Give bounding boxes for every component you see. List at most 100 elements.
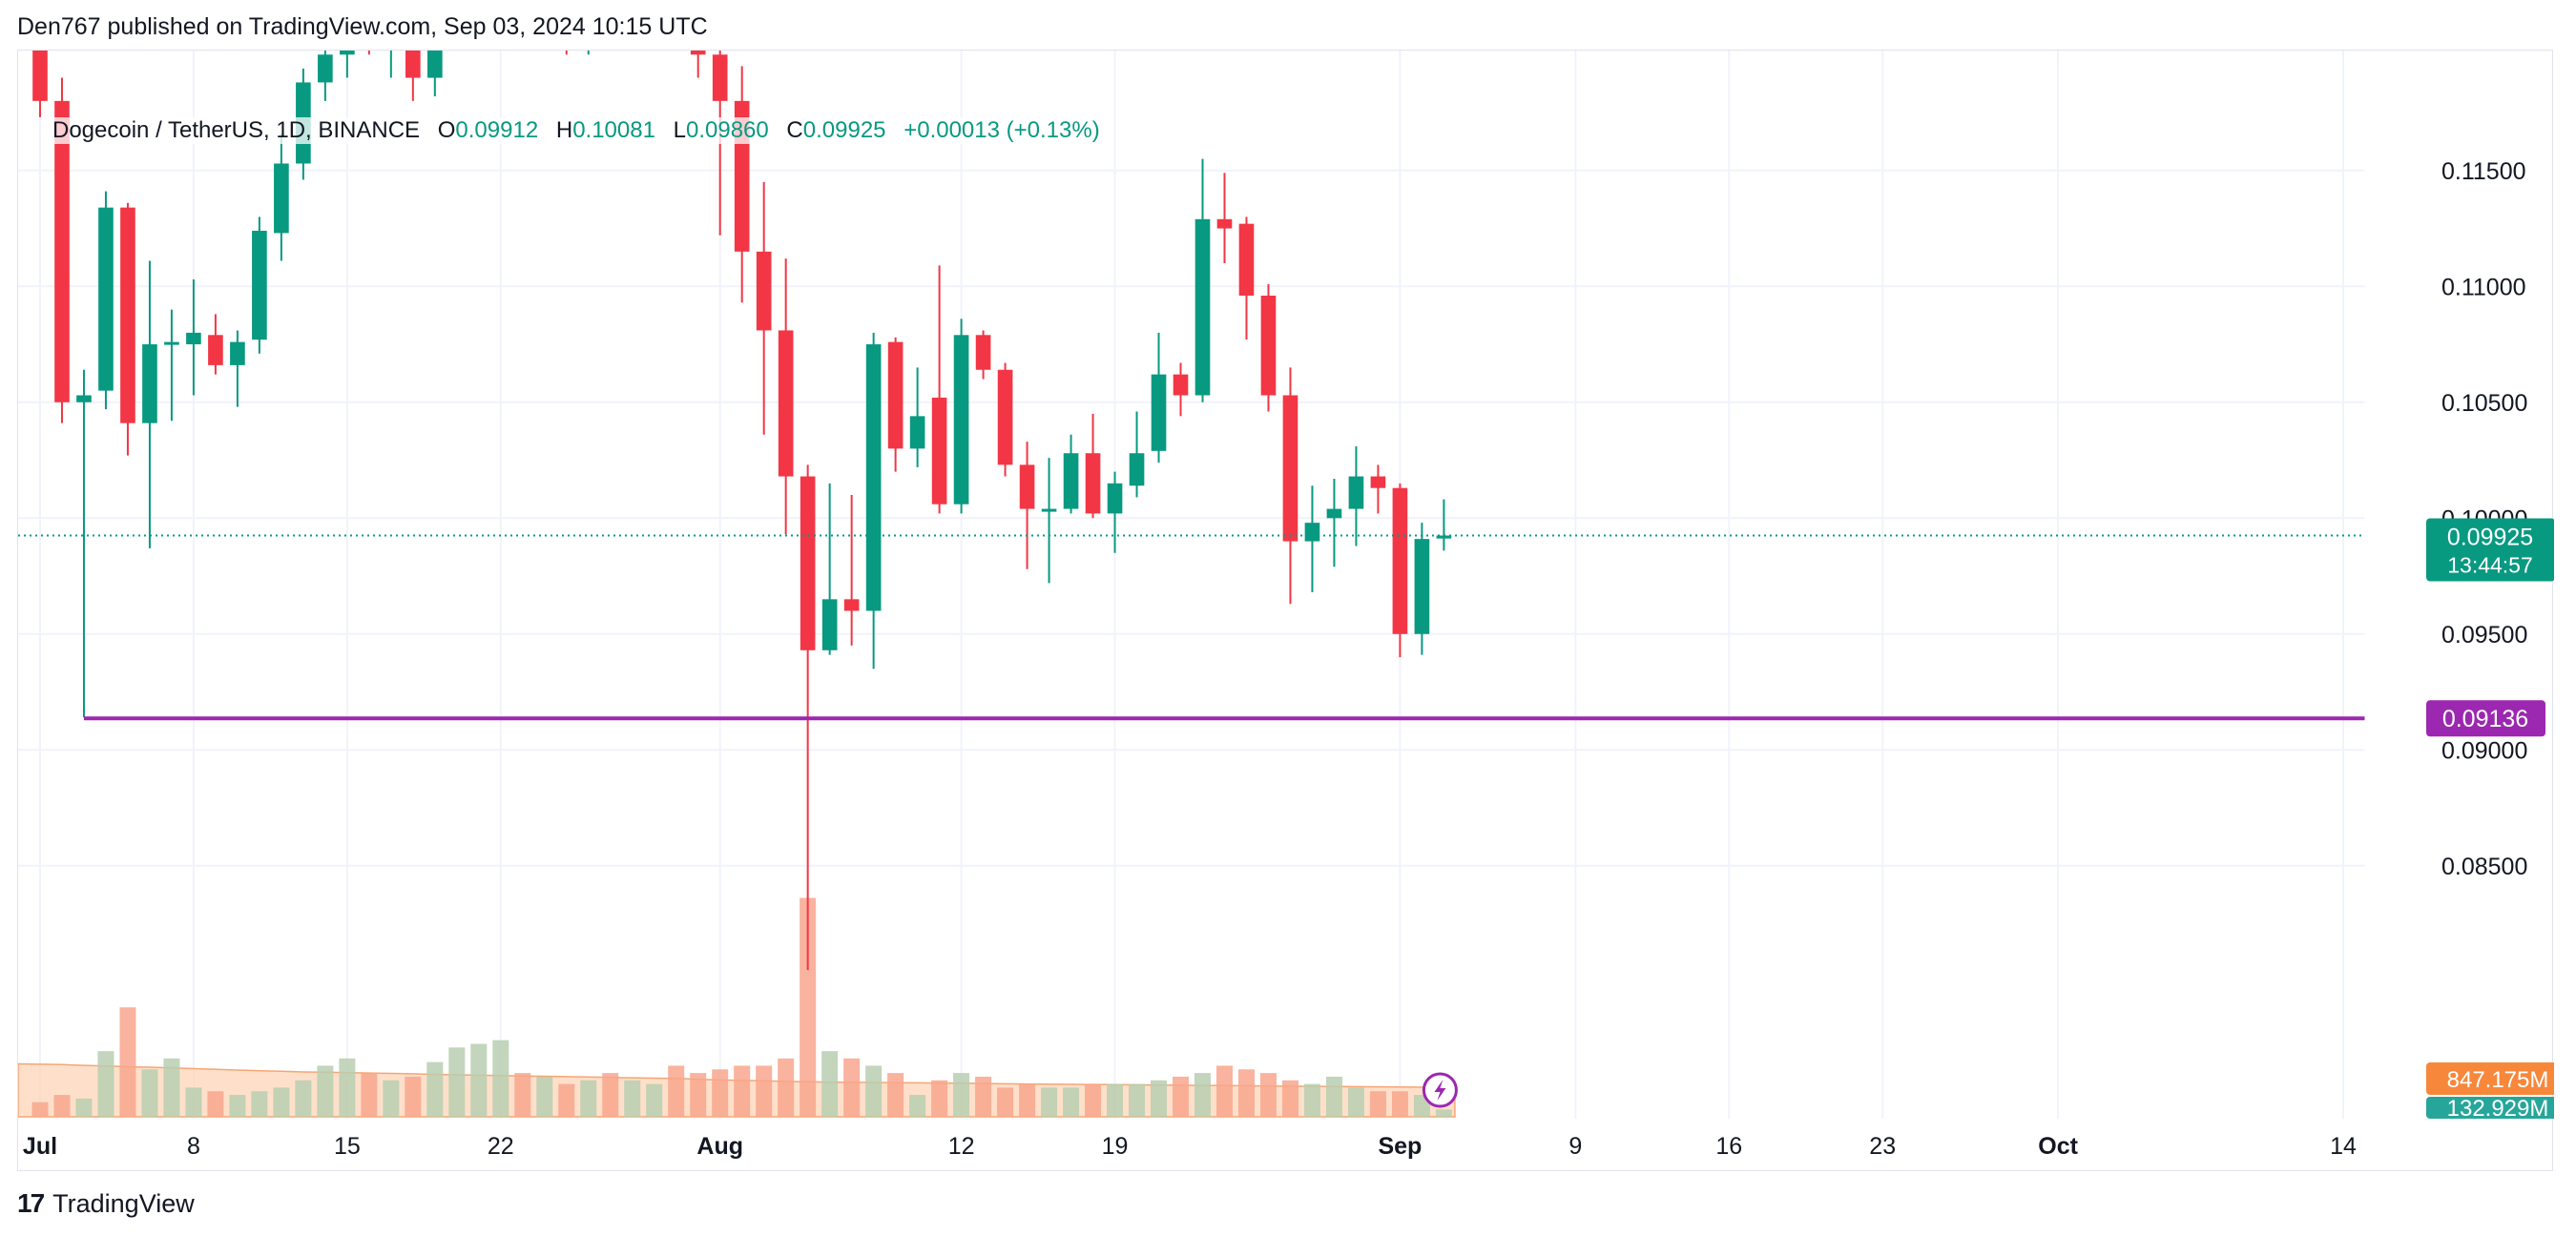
last-price-label: 0.09925 — [2447, 525, 2533, 551]
price-tick-label: 0.10500 — [2441, 390, 2527, 417]
price-axis[interactable]: 0.115000.110000.105000.100000.095000.090… — [2364, 51, 2554, 1122]
price-tick-label: 0.11500 — [2441, 158, 2526, 185]
volume-bar — [207, 1091, 224, 1117]
volume-bar — [646, 1083, 663, 1117]
volume-bar — [1435, 1109, 1452, 1117]
volume-bar — [1194, 1073, 1212, 1117]
volume-bar — [1151, 1080, 1168, 1117]
volume-bar — [1259, 1073, 1277, 1117]
time-tick-label: 14 — [2330, 1133, 2357, 1160]
candle-body — [843, 599, 860, 611]
volume-bar — [580, 1080, 597, 1117]
candle-body — [318, 54, 333, 83]
high-value: 0.10081 — [572, 117, 655, 143]
volume-bar — [690, 1073, 707, 1117]
candle-body — [690, 51, 706, 55]
candle-body — [427, 51, 443, 78]
volume-bar — [492, 1040, 509, 1117]
volume-bar — [821, 1051, 839, 1117]
candle-body — [142, 344, 157, 423]
time-tick-label: 23 — [1869, 1133, 1896, 1160]
volume-label: 132.929M — [2447, 1096, 2549, 1122]
candle-body — [887, 341, 904, 449]
candle-body — [756, 251, 772, 331]
volume-bar — [756, 1065, 773, 1117]
candle-body — [800, 476, 816, 650]
candle-body — [909, 416, 925, 449]
price-tick-label: 0.11000 — [2441, 274, 2526, 300]
volume-bar — [31, 1102, 49, 1117]
volume-bar — [800, 897, 817, 1117]
symbol-name: Dogecoin / TetherUS, 1D, BINANCE — [52, 117, 421, 143]
volume-bar — [273, 1087, 290, 1117]
volume-bar — [931, 1080, 948, 1117]
volume-bar — [163, 1058, 180, 1117]
volume-bar — [251, 1091, 268, 1117]
low-value: 0.09860 — [685, 117, 769, 143]
candle-body — [98, 207, 114, 391]
candle-body — [32, 51, 48, 101]
candle-body — [1195, 218, 1211, 396]
volume-bar — [1303, 1083, 1320, 1117]
volume-bar — [953, 1073, 970, 1117]
time-tick-label: 12 — [948, 1133, 975, 1160]
chart-pane[interactable]: 0.115000.110000.105000.100000.095000.090… — [17, 50, 2554, 1172]
tradingview-footer: 17 TradingView — [17, 1188, 195, 1218]
price-tick-label: 0.09000 — [2441, 737, 2527, 764]
low-label: L — [673, 117, 686, 143]
candle-body — [865, 344, 882, 611]
volume-bar — [997, 1087, 1014, 1117]
candle-body — [76, 395, 92, 402]
support-price-tag — [2426, 700, 2545, 737]
time-tick-label: Aug — [696, 1133, 743, 1160]
candle-body — [1436, 535, 1452, 539]
candle-body — [1151, 374, 1167, 451]
volume-bar — [975, 1076, 992, 1117]
volume-bar — [141, 1069, 158, 1117]
candle-body — [120, 207, 135, 423]
volume-bar — [887, 1073, 904, 1117]
volume-bar — [668, 1065, 685, 1117]
volume-bar — [1215, 1065, 1233, 1117]
candle-body — [1129, 453, 1145, 486]
volume-bar — [514, 1073, 531, 1117]
grid — [18, 51, 2365, 1119]
close-value: 0.09925 — [802, 117, 886, 143]
volume-tag — [2426, 1097, 2554, 1119]
volume-bar — [558, 1083, 575, 1117]
volume-bar — [405, 1076, 422, 1117]
candle-body — [1238, 223, 1255, 296]
volume-bar — [1085, 1083, 1102, 1117]
candle-body — [186, 332, 201, 345]
volume-bar — [843, 1058, 861, 1117]
candle-body — [1370, 476, 1386, 488]
candle-body — [997, 369, 1013, 465]
candle-body — [405, 51, 421, 78]
volume-bar — [1107, 1083, 1124, 1117]
tradingview-logo-icon: 17 — [17, 1188, 45, 1218]
candle-body — [1304, 523, 1320, 542]
last-price-tag — [2426, 518, 2554, 582]
open-label: O — [437, 117, 456, 143]
volume-bar — [97, 1051, 114, 1117]
candle-body — [1260, 295, 1277, 396]
volume-bar — [1347, 1087, 1364, 1117]
volume-bar — [383, 1080, 400, 1117]
volume-bar — [1172, 1076, 1190, 1117]
price-tick-label: 0.09500 — [2441, 622, 2527, 649]
volume-bar — [426, 1061, 444, 1117]
time-axis[interactable]: Jul 8 15 22 Aug 12 19 Sep 9 16 23 Oct 14 — [23, 1133, 2357, 1160]
tradingview-logo-text: TradingView — [52, 1188, 195, 1218]
candle-body — [274, 163, 289, 234]
candlestick-chart[interactable]: 0.115000.110000.105000.100000.095000.090… — [18, 51, 2554, 1172]
candle-body — [1392, 487, 1408, 634]
volume-bar — [1129, 1083, 1146, 1117]
candle-body — [1085, 453, 1101, 514]
time-tick-label: Sep — [1378, 1133, 1422, 1160]
time-tick-label: Jul — [23, 1133, 57, 1160]
candle-body — [1348, 476, 1364, 509]
candle-body — [1107, 483, 1123, 514]
volume-bar — [778, 1058, 795, 1117]
overlays — [18, 534, 2365, 1108]
candles — [32, 51, 1452, 971]
